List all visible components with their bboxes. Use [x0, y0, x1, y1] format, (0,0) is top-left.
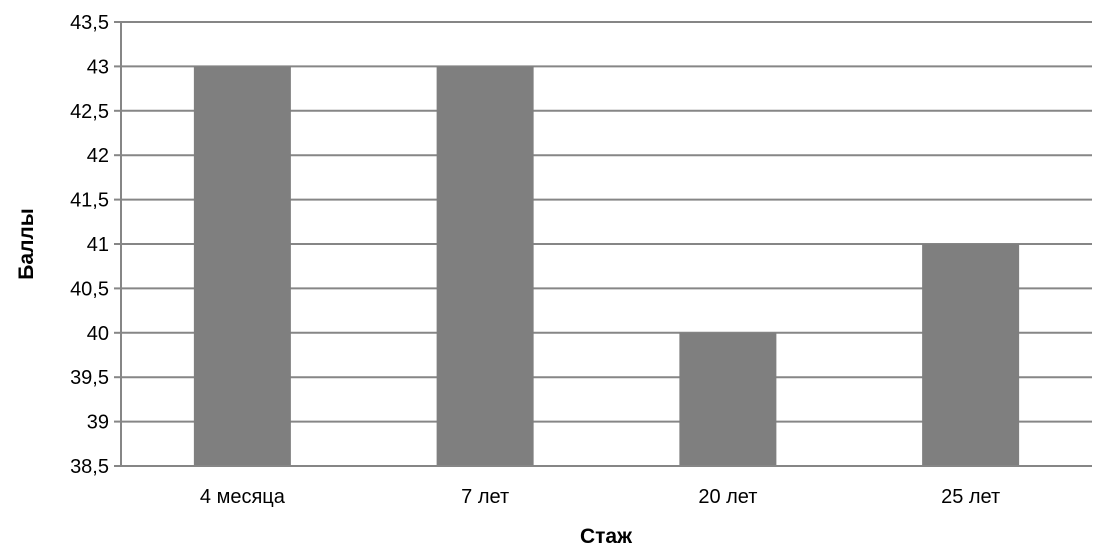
- y-tick-label: 39: [87, 412, 109, 434]
- y-tick-label: 42,5: [70, 101, 109, 123]
- y-tick-label: 42: [87, 145, 109, 167]
- bar: [193, 66, 291, 467]
- y-tick-label: 38,5: [70, 456, 109, 478]
- y-tick-label: 41,5: [70, 190, 109, 212]
- x-tick-label: 7 лет: [461, 486, 509, 508]
- bar: [436, 66, 534, 467]
- bar: [679, 332, 777, 466]
- y-tick-label: 43: [87, 56, 109, 78]
- y-tick-labels: 38,5 39 39,5 40 40,5 41 41,5 42 42,5 43 43,5: [70, 12, 109, 478]
- y-tick-label: 40,5: [70, 278, 109, 300]
- y-tick-label: 41: [87, 234, 109, 256]
- y-axis-title: Баллы: [15, 208, 38, 279]
- axes: [120, 22, 1092, 467]
- bar: [922, 244, 1020, 466]
- y-tick-label: 39,5: [70, 367, 109, 389]
- y-tick-label: 43,5: [70, 12, 109, 34]
- x-axis-title: Стаж: [580, 525, 633, 548]
- x-tick-label: 20 лет: [698, 486, 757, 508]
- bars: [193, 66, 1020, 467]
- x-tick-label: 4 месяца: [200, 486, 286, 508]
- x-tick-label: 25 лет: [941, 486, 1000, 508]
- y-tick-label: 40: [87, 323, 109, 345]
- x-tick-labels: 4 месяца 7 лет 20 лет 25 лет: [200, 486, 1000, 508]
